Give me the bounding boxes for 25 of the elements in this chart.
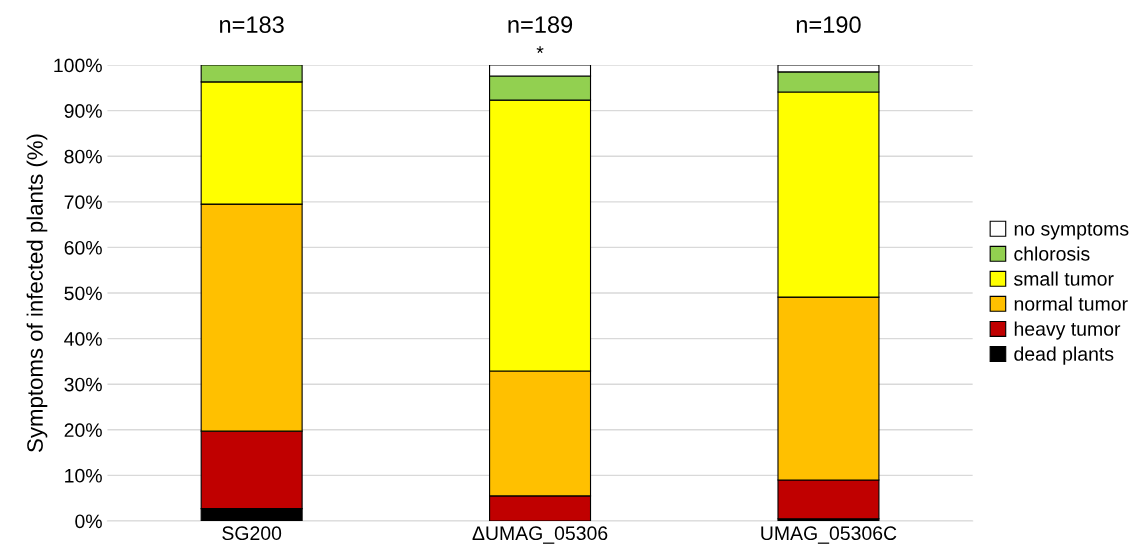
legend-label: heavy tumor (1014, 321, 1121, 340)
y-axis-title: Symptoms of infected plants (%) (26, 134, 48, 452)
y-tick-label: 50% (64, 286, 102, 301)
y-tick-label: 30% (64, 377, 102, 392)
y-tick-label: 90% (64, 104, 102, 118)
legend-label: normal tumor (1014, 296, 1128, 311)
y-tick-label: 40% (64, 332, 102, 346)
x-tick-label: SG200 (222, 526, 282, 541)
y-tick-label: 100% (54, 58, 102, 73)
x-tick-label: UMAG_05306C (761, 526, 897, 544)
text: n=190 (796, 16, 861, 34)
text: n=189 (508, 16, 573, 34)
y-tick-label: 20% (64, 423, 102, 438)
y-tick-label: 60% (64, 240, 102, 255)
y-tick-label: 80% (64, 149, 102, 164)
legend-label: no symptoms (1014, 222, 1129, 240)
legend-label: small tumor (1014, 271, 1114, 286)
legend-label: chlorosis (1014, 246, 1090, 261)
y-tick-label: 0% (75, 514, 102, 529)
text: n=183 (220, 16, 284, 34)
legend-label: dead plants (1014, 346, 1114, 365)
y-tick-label: 70% (64, 195, 102, 210)
y-tick-label: 10% (65, 468, 102, 483)
annotation: * (536, 46, 544, 54)
x-tick-label: ΔUMAG_05306 (472, 526, 608, 544)
